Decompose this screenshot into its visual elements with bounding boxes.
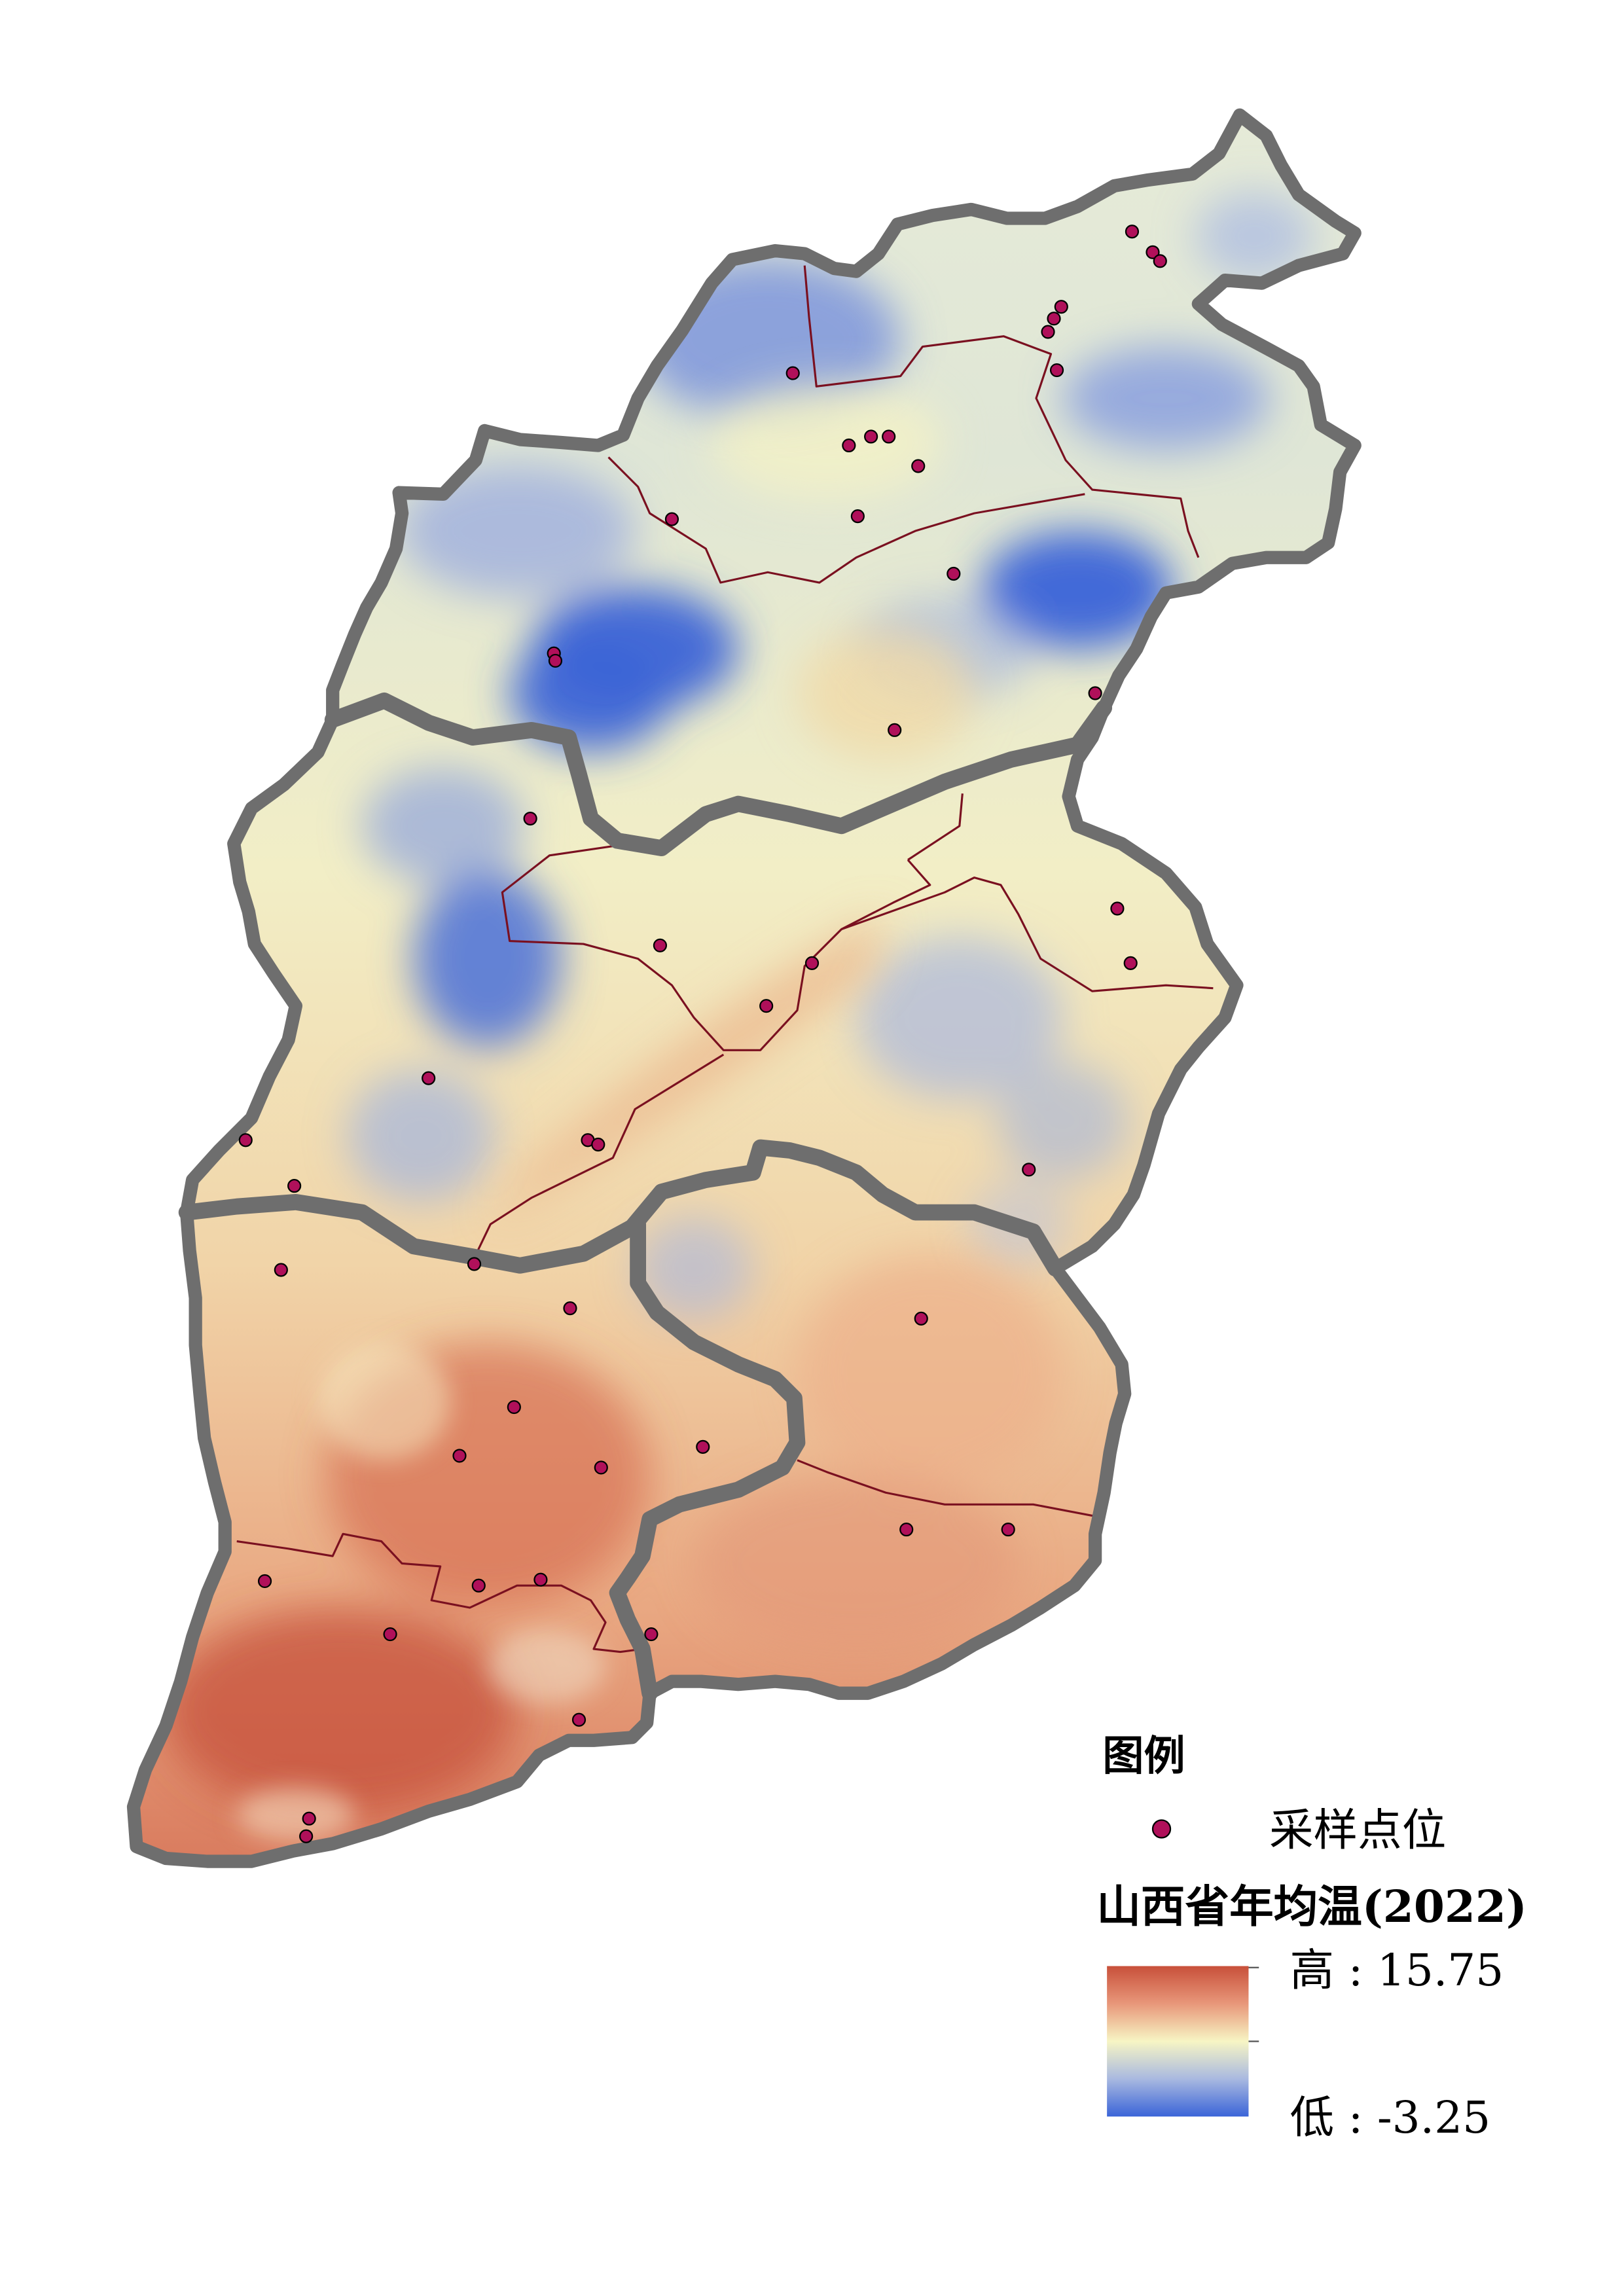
sample-point (804, 956, 820, 970)
sample-point (238, 1133, 253, 1148)
sample-point (383, 1627, 397, 1642)
legend-title: 图例 (1102, 1731, 1185, 1780)
legend-point-symbol (1151, 1819, 1172, 1839)
sample-point (452, 1449, 467, 1463)
sample-point (911, 459, 926, 473)
sample-point (257, 1574, 272, 1589)
sample-points (238, 225, 1167, 1843)
sample-point (594, 1460, 608, 1475)
sample-point (899, 1522, 914, 1537)
sample-point (1110, 901, 1125, 916)
sample-point (274, 1263, 288, 1277)
sample-point (1047, 312, 1061, 326)
sample-point (1041, 325, 1055, 339)
sample-point (842, 438, 856, 453)
sample-point (785, 366, 800, 380)
sample-point (523, 811, 537, 826)
sample-point (563, 1301, 577, 1316)
sample-point (471, 1578, 486, 1593)
sample-point (759, 999, 774, 1013)
sample-point (1146, 245, 1160, 259)
sample-point (422, 1071, 436, 1085)
sample-point (507, 1400, 521, 1415)
sample-point (1153, 254, 1167, 268)
sample-point (1022, 1163, 1036, 1177)
legend-point-label: 采样点位 (1269, 1804, 1446, 1856)
sample-point (1125, 225, 1140, 239)
sample-point (864, 429, 878, 444)
sample-point (571, 1712, 586, 1727)
sample-point (850, 509, 865, 524)
sample-point (287, 1178, 302, 1193)
legend-ramp-title: 山西省年均温(2022) (1096, 1881, 1527, 1932)
legend-low-label: 低 : -3.25 (1290, 2091, 1491, 2143)
temperature-color-ramp (1107, 1966, 1249, 2117)
sample-point (1123, 956, 1138, 970)
sample-point (467, 1257, 482, 1271)
sample-point (664, 512, 679, 526)
sample-point (548, 653, 563, 668)
sample-point (882, 429, 896, 444)
sample-point (1088, 686, 1102, 700)
sample-point (947, 566, 961, 581)
sample-point (644, 1627, 659, 1642)
sample-point (1001, 1522, 1015, 1537)
sample-point (696, 1439, 710, 1454)
city-boundaries (236, 265, 1214, 1653)
legend-high-label: 高 : 15.75 (1290, 1944, 1504, 1996)
sample-point (914, 1311, 928, 1326)
region-boundaries (178, 692, 1113, 1702)
sample-point (302, 1811, 316, 1826)
sample-point (591, 1137, 605, 1152)
sample-point (1049, 363, 1064, 378)
sample-point (653, 938, 668, 952)
legend: 图例 采样点位 山西省年均温(2022) 高 : 15.75 低 : -3.25 (1096, 1731, 1527, 2143)
sample-point (533, 1572, 548, 1587)
sample-point (888, 723, 902, 737)
sample-point (1054, 300, 1068, 314)
sample-point (299, 1829, 314, 1843)
